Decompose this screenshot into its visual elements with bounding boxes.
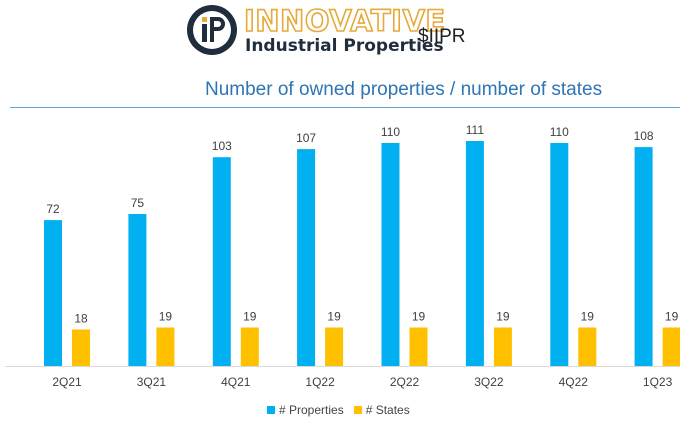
bar-properties-2Q22 <box>381 143 400 366</box>
company-logo-icon <box>187 5 237 55</box>
data-label-states-3Q21: 19 <box>159 310 173 324</box>
bar-states-1Q23 <box>662 327 680 366</box>
bar-properties-3Q21 <box>128 214 147 366</box>
bar-states-3Q21 <box>156 327 175 366</box>
data-label-properties-3Q22: 111 <box>466 123 485 137</box>
data-label-states-2Q22: 19 <box>412 310 426 324</box>
data-label-states-2Q21: 18 <box>74 312 88 326</box>
bar-states-4Q22 <box>578 327 597 366</box>
data-label-states-3Q22: 19 <box>496 310 510 324</box>
legend-swatch-properties <box>267 406 275 414</box>
bar-states-4Q21 <box>240 327 259 366</box>
x-tick-label-1Q22: 1Q22 <box>305 375 335 389</box>
x-tick-label-3Q22: 3Q22 <box>474 375 504 389</box>
x-tick-label-4Q21: 4Q21 <box>221 375 251 389</box>
chart-title: Number of owned properties / number of s… <box>205 79 603 100</box>
x-tick-label-4Q22: 4Q22 <box>559 375 589 389</box>
bar-properties-4Q21 <box>212 157 231 366</box>
data-label-states-4Q21: 19 <box>243 310 257 324</box>
data-label-states-1Q22: 19 <box>327 310 341 324</box>
x-tick-label-2Q22: 2Q22 <box>390 375 420 389</box>
data-label-properties-2Q21: 72 <box>46 202 60 216</box>
data-label-properties-4Q22: 110 <box>550 125 569 139</box>
bar-properties-2Q21 <box>44 220 62 366</box>
ticker-symbol: $IIPR <box>418 26 466 47</box>
legend-label-properties: # Properties <box>279 403 344 417</box>
title-divider <box>10 107 680 108</box>
data-label-properties-1Q23: 108 <box>634 129 654 143</box>
bar-states-3Q22 <box>493 327 512 366</box>
bar-properties-4Q22 <box>550 143 569 366</box>
bar-properties-3Q22 <box>465 141 484 366</box>
legend-item-states: # States <box>353 403 410 417</box>
bar-properties-1Q22 <box>297 149 316 366</box>
data-label-properties-2Q22: 110 <box>381 125 400 139</box>
x-tick-label-2Q21: 2Q21 <box>52 375 82 389</box>
data-label-properties-3Q21: 75 <box>131 196 145 210</box>
data-label-states-4Q22: 19 <box>581 310 595 324</box>
logo-subtitle: Industrial Properties <box>245 36 444 56</box>
legend-swatch-states <box>353 406 362 414</box>
legend-label-states: # States <box>365 403 410 417</box>
logo-wordmark: INNOVATIVE <box>243 4 446 38</box>
bar-properties-1Q23 <box>634 147 653 366</box>
bar-states-1Q22 <box>325 327 344 366</box>
legend-item-properties: # Properties <box>267 403 344 417</box>
data-label-properties-1Q22: 107 <box>296 131 316 145</box>
bar-states-2Q22 <box>409 327 428 366</box>
chart-legend: # Properties # States <box>267 403 420 417</box>
x-tick-label-1Q23: 1Q23 <box>643 375 673 389</box>
bar-states-2Q21 <box>72 329 90 366</box>
header: INNOVATIVE Industrial Properties $IIPR <box>0 0 680 70</box>
x-tick-label-3Q21: 3Q21 <box>137 375 167 389</box>
data-label-properties-4Q21: 103 <box>212 139 232 153</box>
data-label-states-1Q23: 19 <box>665 310 679 324</box>
